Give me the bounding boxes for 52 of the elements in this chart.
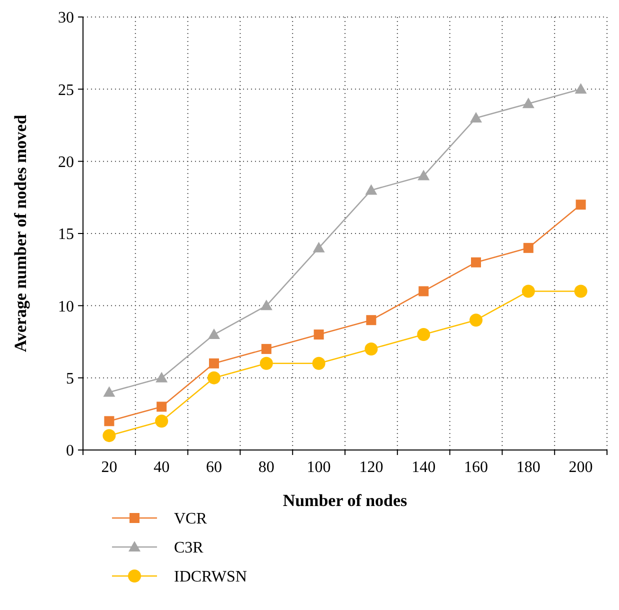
y-tick-label: 15 — [58, 226, 74, 244]
point — [155, 414, 168, 428]
point — [574, 83, 587, 94]
legend-label: IDCRWSN — [174, 568, 248, 586]
point — [156, 372, 168, 382]
y-tick-label: 5 — [66, 370, 74, 388]
x-tick-label: 160 — [464, 459, 488, 476]
y-tick-label: 0 — [66, 442, 74, 460]
y-tick-label: 25 — [58, 82, 74, 99]
x-tick-label: 60 — [206, 459, 222, 476]
point — [574, 284, 588, 298]
x-tick-label: 140 — [412, 459, 436, 476]
point — [417, 328, 430, 342]
point — [260, 356, 273, 370]
point — [312, 242, 325, 252]
x-tick-label: 80 — [258, 459, 274, 476]
x-tick-label: 180 — [516, 459, 540, 476]
x-tick-label: 40 — [154, 459, 170, 476]
point — [576, 200, 586, 210]
y-axis-title: Average number of nodes moved — [11, 114, 30, 352]
legend-label: VCR — [174, 510, 208, 528]
x-axis-title: Number of nodes — [282, 491, 408, 510]
point — [103, 386, 116, 397]
point — [208, 328, 220, 340]
point — [260, 300, 272, 310]
point — [365, 184, 378, 195]
point — [418, 170, 430, 180]
point — [104, 416, 114, 426]
y-tick-label: 10 — [58, 298, 74, 316]
point — [418, 286, 429, 296]
point — [261, 344, 272, 354]
point — [314, 330, 324, 340]
point — [102, 429, 116, 442]
point — [366, 315, 376, 326]
point — [208, 371, 220, 384]
point — [523, 242, 534, 253]
x-tick-label: 20 — [101, 459, 118, 476]
point — [522, 98, 534, 108]
point — [470, 112, 482, 123]
point — [522, 284, 535, 298]
point — [470, 314, 482, 327]
point — [209, 358, 219, 368]
x-tick-label: 120 — [359, 459, 384, 476]
x-tick-label: 100 — [306, 459, 331, 476]
y-tick-label: 20 — [58, 154, 74, 171]
y-tick-label: 30 — [58, 10, 74, 27]
point — [312, 356, 326, 370]
point — [364, 342, 378, 356]
point — [471, 257, 481, 268]
legend-label: C3R — [174, 540, 204, 557]
point — [156, 402, 167, 412]
x-tick-label: 200 — [568, 459, 593, 476]
